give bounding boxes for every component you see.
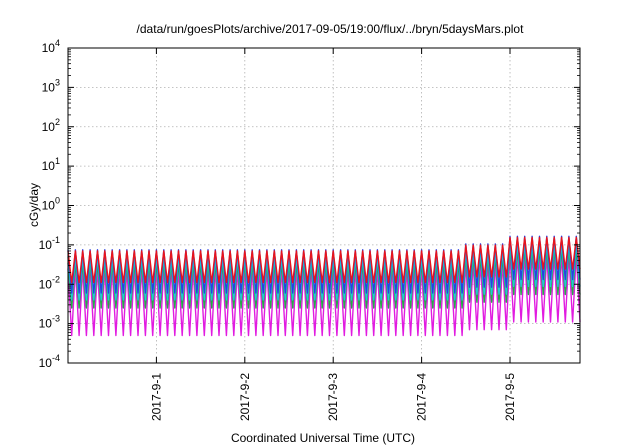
y-tick-exponent: -4 <box>52 353 60 363</box>
y-tick-exponent: 2 <box>55 117 60 127</box>
x-tick-label: 2017-9-3 <box>326 373 340 421</box>
y-tick-exponent: -3 <box>52 314 60 324</box>
x-tick-label: 2017-9-4 <box>415 373 429 421</box>
y-tick-exponent: -2 <box>52 274 60 284</box>
y-tick-exponent: 4 <box>55 38 60 48</box>
plot-series <box>67 235 581 337</box>
y-tick-label: 10-3 <box>39 314 60 331</box>
y-tick-label: 101 <box>42 156 60 173</box>
chart-title: /data/run/goesPlots/archive/2017-09-05/1… <box>137 22 525 36</box>
x-axis-label: Coordinated Universal Time (UTC) <box>231 431 415 445</box>
y-tick-label: 103 <box>42 77 60 94</box>
y-tick-label: 100 <box>42 196 60 213</box>
y-tick-exponent: 1 <box>55 156 60 166</box>
x-tick-label: 2017-9-2 <box>238 373 252 421</box>
y-tick-label: 104 <box>42 38 60 55</box>
x-axis-ticks: 2017-9-1 2017-9-2 2017-9-3 2017-9-4 2017-9-5 <box>149 48 517 421</box>
series-line <box>67 254 581 337</box>
y-tick-exponent: 3 <box>55 77 60 87</box>
y-tick-label: 10-1 <box>39 235 60 252</box>
y-axis-label: cGy/day <box>27 183 41 227</box>
series-line <box>67 236 581 284</box>
x-tick-label: 2017-9-5 <box>503 373 517 421</box>
y-tick-exponent: -1 <box>52 235 60 245</box>
y-tick-label: 102 <box>42 117 60 134</box>
y-tick-label: 10-4 <box>39 353 60 370</box>
x-tick-label: 2017-9-1 <box>149 373 163 421</box>
y-tick-exponent: 0 <box>55 196 60 206</box>
plot-frame <box>67 47 581 364</box>
y-tick-label: 10-2 <box>39 274 60 291</box>
